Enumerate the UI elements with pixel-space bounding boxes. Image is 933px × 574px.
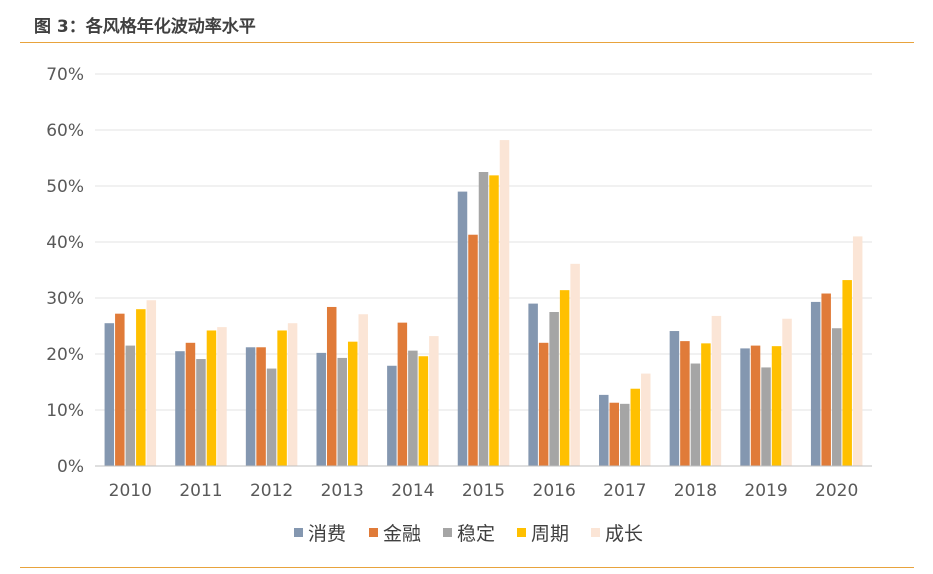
bar-2012-3 — [277, 330, 287, 466]
bar-2015-4 — [499, 140, 510, 466]
bar-2019-4 — [782, 318, 792, 466]
bar-2016-2 — [549, 312, 559, 466]
bar-2012-1 — [256, 347, 266, 466]
legend-label: 消费 — [308, 523, 346, 545]
x-tick-label: 2012 — [250, 481, 293, 501]
legend-label: 成长 — [605, 523, 643, 545]
y-axis-ticks: 0% 10% 20% 30% 40% 50% 60% 70% — [46, 65, 84, 477]
bar-2019-0 — [740, 348, 750, 466]
bar-2011-3 — [206, 330, 217, 466]
bar-2020-0 — [810, 301, 821, 466]
bar-2013-1 — [326, 306, 337, 466]
legend-swatch — [443, 528, 452, 537]
y-tick-label: 70% — [46, 65, 84, 85]
x-tick-label: 2015 — [462, 481, 505, 501]
bar-2014-0 — [387, 365, 397, 466]
bar-2014-3 — [418, 356, 429, 466]
figure-title: 图 3：各风格年化波动率水平 — [34, 17, 256, 37]
bottom-rule — [20, 567, 914, 568]
bar-2016-1 — [538, 342, 549, 466]
bar-2015-2 — [478, 172, 489, 466]
y-tick-label: 50% — [46, 177, 84, 197]
bar-2015-3 — [489, 175, 499, 467]
bar-2010-2 — [125, 345, 136, 466]
bar-2013-2 — [337, 357, 347, 466]
bar-2012-4 — [287, 323, 298, 466]
bar-2017-1 — [609, 402, 620, 466]
bar-2013-0 — [316, 352, 326, 466]
bar-2018-0 — [669, 331, 680, 466]
legend-swatch — [591, 528, 600, 537]
bar-2018-1 — [680, 341, 690, 466]
legend-label: 稳定 — [457, 523, 495, 545]
y-tick-label: 10% — [46, 401, 84, 421]
bar-2015-0 — [457, 191, 468, 466]
bar-2017-3 — [630, 388, 641, 466]
bar-2010-0 — [104, 323, 115, 466]
bar-2016-0 — [528, 303, 538, 466]
x-tick-label: 2014 — [391, 481, 434, 501]
bar-2017-0 — [599, 394, 609, 466]
top-rule — [20, 42, 914, 43]
bar-2017-2 — [620, 403, 630, 466]
y-tick-label: 30% — [46, 289, 84, 309]
bar-2017-4 — [641, 373, 651, 466]
bar-2011-1 — [185, 342, 196, 466]
x-tick-label: 2018 — [674, 481, 717, 501]
bar-2014-1 — [397, 322, 408, 466]
bar-2019-3 — [771, 346, 782, 466]
legend-label: 金融 — [383, 523, 421, 545]
bar-2020-3 — [842, 280, 852, 466]
bar-2012-0 — [245, 347, 256, 466]
y-tick-label: 60% — [46, 121, 84, 141]
bars — [104, 140, 863, 467]
legend: 消费 金融 稳定 周期 成长 — [294, 523, 643, 545]
legend-label: 周期 — [531, 523, 569, 545]
x-tick-label: 2017 — [603, 481, 646, 501]
bar-2020-4 — [852, 236, 863, 466]
bar-2011-0 — [175, 351, 185, 466]
bar-2019-2 — [761, 367, 771, 466]
legend-swatch — [369, 528, 378, 537]
bar-2020-1 — [821, 293, 831, 466]
legend-swatch — [294, 528, 303, 537]
x-tick-label: 2019 — [744, 481, 787, 501]
bar-2019-1 — [750, 345, 761, 466]
bar-2011-2 — [196, 359, 206, 466]
bar-2014-4 — [429, 336, 439, 466]
y-tick-label: 0% — [57, 457, 84, 477]
bar-2016-4 — [570, 263, 580, 466]
x-tick-label: 2020 — [815, 481, 858, 501]
bar-2010-4 — [146, 300, 157, 466]
legend-swatch — [517, 528, 526, 537]
x-axis-ticks: 2010 2011 2012 2013 2014 2015 2016 2017 2018 2019… — [109, 481, 859, 501]
x-tick-label: 2016 — [533, 481, 576, 501]
x-tick-label: 2011 — [179, 481, 222, 501]
bar-2011-4 — [217, 327, 227, 466]
y-tick-label: 40% — [46, 233, 84, 253]
bar-2013-3 — [347, 341, 358, 466]
bar-2012-2 — [266, 368, 277, 466]
y-tick-label: 20% — [46, 345, 84, 365]
bar-2018-4 — [711, 315, 722, 466]
bar-2016-3 — [559, 290, 570, 466]
bar-2015-1 — [468, 234, 478, 466]
x-tick-label: 2013 — [321, 481, 364, 501]
bar-2018-3 — [701, 343, 711, 466]
bar-2010-3 — [136, 309, 146, 466]
bar-2018-2 — [690, 363, 701, 466]
bar-2013-4 — [358, 314, 368, 466]
bar-2020-2 — [831, 328, 842, 466]
bar-2014-2 — [408, 350, 418, 466]
bar-2010-1 — [115, 313, 125, 466]
x-tick-label: 2010 — [109, 481, 152, 501]
